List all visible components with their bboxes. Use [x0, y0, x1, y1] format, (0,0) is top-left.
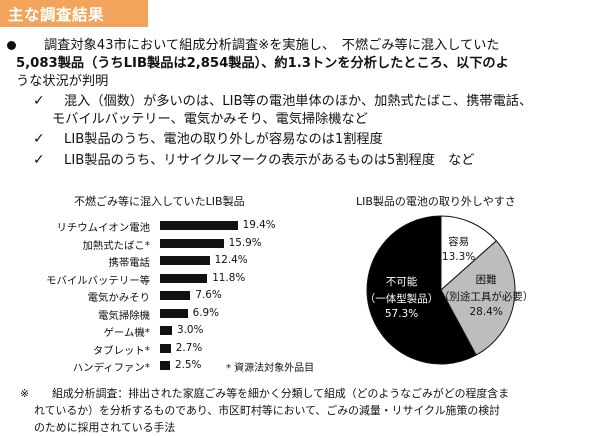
bar-value-label: 15.9% — [228, 236, 262, 249]
bar — [160, 256, 210, 265]
pie-value-label: 57.3% — [384, 308, 419, 321]
check-item-3: LIB製品のうち、リサイクルマークの表示があるものは5割程度 など — [64, 153, 475, 168]
pie-chart-title: LIB製品の電池の取り外しやすさ — [356, 195, 516, 208]
bar — [160, 326, 172, 335]
footnote-line-2: れているか）を分析するものであり、市区町村等において、ごみの減量・リサイクル施策… — [34, 404, 501, 417]
bar-value-label: 19.4% — [242, 219, 276, 231]
pie-sublabel: （一体型製品） — [364, 293, 439, 306]
pie-sublabel: （別途工具が必要） — [438, 291, 534, 304]
bar-label: タブレット* — [92, 344, 150, 357]
bar-chart-note: * 資源法対象外品目 — [226, 363, 315, 374]
bar-label: 携帯電話 — [108, 257, 150, 269]
section-title: 主な調査結果 — [8, 5, 105, 24]
footnote-line-3: のために採用されている手法 — [34, 421, 176, 434]
bar-chart-title: 不燃ごみ等に混入していたLIB製品 — [74, 195, 245, 208]
pie-label: 容易 — [448, 235, 470, 248]
pie-value-label: 13.3% — [441, 250, 476, 263]
pie-label: 困難 — [475, 274, 497, 287]
bar-value-label: 11.8% — [212, 271, 246, 284]
bar-label: モバイルバッテリー等 — [46, 274, 150, 287]
check-icon: ✓ — [33, 152, 45, 168]
summary-line-3: うな状況が判明 — [16, 74, 109, 89]
bar — [160, 221, 238, 230]
bar-value-label: 7.6% — [195, 289, 222, 301]
bar-label: 加熱式たばこ* — [82, 239, 150, 252]
section-title-badge: 主な調査結果 — [0, 0, 148, 27]
check-item-1-cont: モバイルバッテリー、電気かみそり、電気掃除機など — [52, 112, 368, 127]
bar-value-label: 2.7% — [175, 341, 203, 354]
bar-label: ハンディファン* — [72, 362, 150, 374]
bar-label: 電気掃除機 — [98, 309, 150, 322]
pie-label: 不可能 — [385, 276, 418, 289]
bullet-icon — [7, 41, 16, 50]
bar — [160, 361, 170, 370]
bar — [160, 273, 208, 283]
bar — [160, 291, 191, 300]
summary-line-2: 5,083製品（うちLIB製品は2,854製品）、約1.3トンを分析したところ、… — [16, 56, 509, 71]
bar — [160, 308, 188, 318]
bar-label: リチウムイオン電池 — [56, 222, 150, 234]
bar-label: ゲーム機* — [103, 327, 150, 339]
check-item-2: LIB製品のうち、電池の取り外しが容易なのは1割程度 — [64, 132, 383, 147]
bar-value-label: 2.5% — [175, 359, 202, 371]
bar-value-label: 3.0% — [177, 324, 204, 336]
bar — [160, 343, 171, 353]
bar — [160, 238, 224, 248]
footnote-mark: ※ — [20, 387, 30, 400]
check-icon: ✓ — [33, 131, 45, 147]
summary-line-1: 調査対象43市において組成分析調査※を実施し、 不燃ごみ等に混入していた — [44, 38, 500, 53]
bar-value-label: 12.4% — [214, 254, 248, 266]
check-item-1: 混入（個数）が多いのは、LIB等の電池単体のほか、加熱式たばこ、携帯電話、 — [64, 94, 533, 109]
pie-value-label: 28.4% — [469, 306, 503, 319]
check-icon: ✓ — [33, 93, 45, 109]
footnote-line-1: 組成分析調査：排出された家庭ごみ等を細かく分類して組成（どのようなごみがどの程度… — [52, 387, 510, 400]
bar-label: 電気かみそり — [87, 292, 150, 304]
bar-value-label: 6.9% — [192, 306, 219, 319]
